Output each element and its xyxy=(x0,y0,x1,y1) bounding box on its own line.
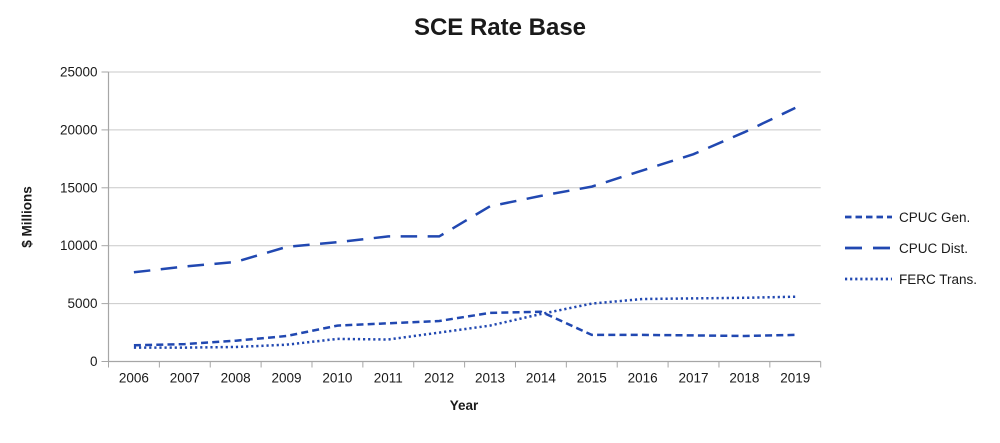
legend-short-dash-line-icon xyxy=(845,215,892,219)
legend-item-ferc-trans: FERC Trans. xyxy=(845,269,977,289)
x-tick-label: 2015 xyxy=(577,371,607,386)
y-tick-label: 0 xyxy=(90,354,98,369)
x-tick-label: 2010 xyxy=(322,371,352,386)
x-tick-label: 2006 xyxy=(119,371,149,386)
legend-long-dash-line-icon xyxy=(845,246,892,250)
x-tick-label: 2017 xyxy=(678,371,708,386)
x-tick-label: 2007 xyxy=(170,371,200,386)
legend-dotted-line-icon xyxy=(845,277,892,281)
x-tick-label: 2018 xyxy=(729,371,759,386)
x-axis-title: Year xyxy=(449,398,479,413)
y-tick-label: 15000 xyxy=(60,180,98,195)
x-tick-label: 2011 xyxy=(374,371,403,386)
legend-label: CPUC Dist. xyxy=(899,240,969,256)
y-tick-label: 25000 xyxy=(60,65,98,80)
legend-item-cpuc-dist: CPUC Dist. xyxy=(845,238,977,258)
x-tick-label: 2019 xyxy=(780,371,810,386)
series-line-ferc-trans xyxy=(133,295,796,349)
x-tick-label: 2014 xyxy=(526,371,557,386)
legend: CPUC Gen. CPUC Dist. FERC Trans. xyxy=(845,207,977,289)
x-tick-label: 2008 xyxy=(221,371,251,386)
y-tick-label: 10000 xyxy=(60,238,98,253)
y-tick-label: 5000 xyxy=(67,296,97,311)
legend-label: CPUC Gen. xyxy=(899,209,971,225)
x-tick-label: 2013 xyxy=(475,371,505,386)
legend-item-cpuc-gen: CPUC Gen. xyxy=(845,207,977,227)
x-tick-label: 2009 xyxy=(272,371,302,386)
y-tick-label: 20000 xyxy=(60,122,98,137)
x-tick-label: 2016 xyxy=(628,371,658,386)
series-line-cpuc-dist xyxy=(133,106,796,274)
chart-title: SCE Rate Base xyxy=(413,14,587,41)
x-tick-label: 2012 xyxy=(424,371,454,386)
legend-label: FERC Trans. xyxy=(899,271,978,287)
